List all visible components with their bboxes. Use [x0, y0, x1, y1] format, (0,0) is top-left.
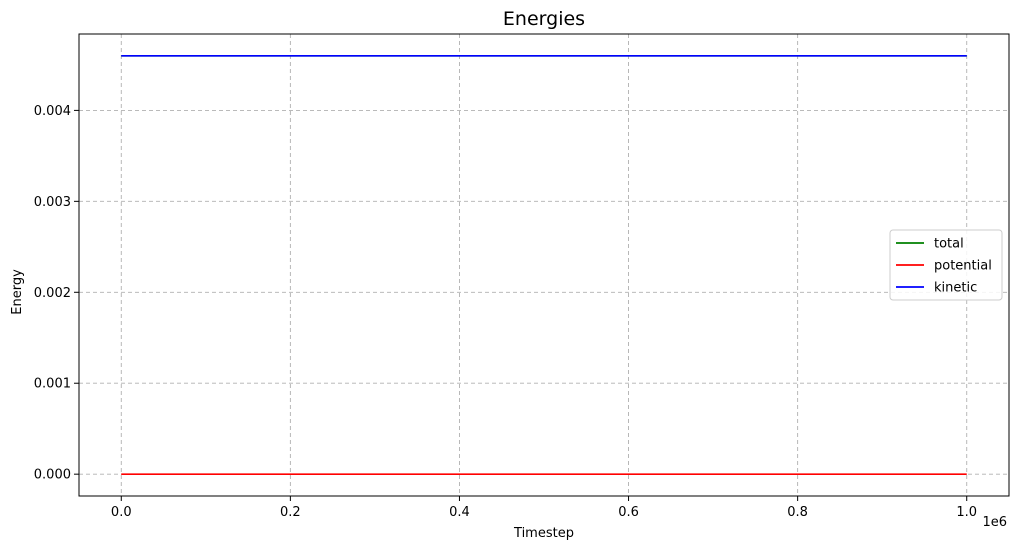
x-tick-label: 0.0: [111, 505, 132, 520]
y-tick-label: 0.001: [34, 377, 71, 392]
x-tick-label: 0.2: [280, 505, 301, 520]
legend-label-total: total: [934, 237, 964, 252]
y-axis-label: Energy: [10, 269, 25, 315]
x-axis-label: Timestep: [513, 526, 574, 541]
legend-label-kinetic: kinetic: [934, 281, 977, 296]
series-lines: [121, 55, 967, 475]
chart-title: Energies: [503, 8, 585, 30]
x-tick-label: 0.8: [787, 505, 808, 520]
legend: total potential kinetic: [889, 229, 1003, 301]
x-axis-offset-text: 1e6: [982, 515, 1007, 530]
y-tick-label: 0.004: [34, 104, 71, 119]
legend-box: [889, 229, 1003, 301]
legend-label-potential: potential: [934, 259, 992, 274]
axis-ticks: 0.0 0.2 0.4 0.6 0.8 1.0 0.000 0.001 0.002 0.003 0.…: [34, 104, 977, 520]
y-tick-label: 0.003: [34, 195, 71, 210]
plot-frame: [78, 33, 1010, 497]
y-tick-label: 0.000: [34, 468, 71, 483]
x-tick-label: 1.0: [956, 505, 977, 520]
x-tick-label: 0.6: [618, 505, 639, 520]
y-tick-label: 0.002: [34, 286, 71, 301]
x-tick-label: 0.4: [449, 505, 470, 520]
